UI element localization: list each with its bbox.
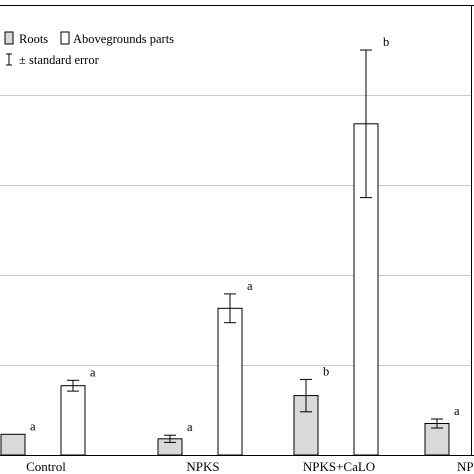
legend-swatch-roots [4, 31, 14, 45]
significance-label: a [90, 365, 96, 379]
legend-label-roots: Roots [19, 32, 48, 46]
significance-label: b [323, 364, 329, 378]
error-bar-legend-icon [6, 53, 12, 66]
significance-label: a [30, 419, 36, 433]
significance-label: a [187, 420, 193, 434]
x-tick-labels: Control NPKS NPKS+CaLO NPK [26, 459, 474, 474]
legend-swatch-aboveground [60, 31, 70, 45]
bar-aboveground [60, 385, 86, 456]
legend: Roots Abovegrounds parts ± standard erro… [4, 31, 174, 67]
x-tick-label: NPK [457, 459, 474, 474]
bar-roots [424, 423, 450, 456]
legend-label-aboveground: Abovegrounds parts [73, 32, 174, 46]
significance-label: a [454, 404, 460, 418]
significance-label: b [383, 35, 389, 49]
bar-roots [0, 433, 26, 456]
x-tick-label: NPKS [186, 459, 219, 474]
x-tick-label: Control [26, 459, 66, 474]
legend-label-standard-error: ± standard error [19, 53, 100, 67]
bar-aboveground [217, 307, 243, 456]
significance-label: a [247, 279, 253, 293]
bars-group: a a a a b b a [0, 35, 460, 456]
x-tick-label: NPKS+CaLO [303, 459, 375, 474]
